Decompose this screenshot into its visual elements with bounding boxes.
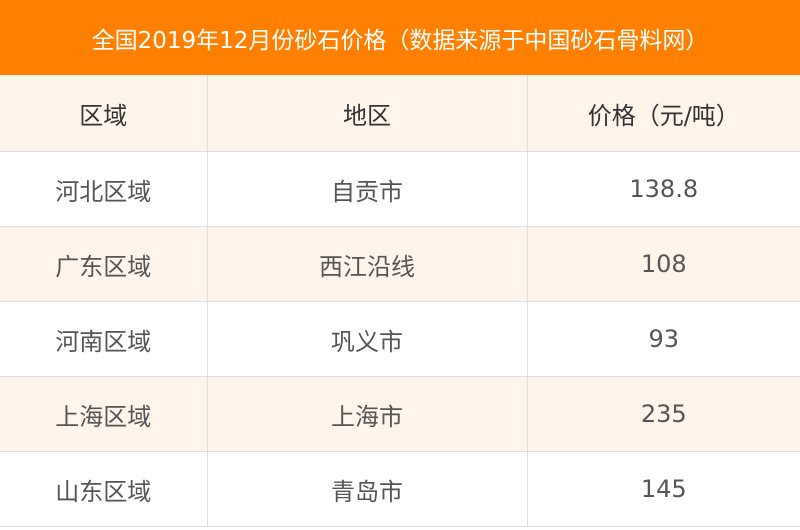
column-header-area: 地区 xyxy=(207,75,528,152)
area-cell: 西江沿线 xyxy=(207,226,528,302)
region-cell: 河北区域 xyxy=(0,151,208,227)
price-cell: 145 xyxy=(527,451,800,527)
column-header-price: 价格（元/吨） xyxy=(527,75,800,152)
area-cell: 巩义市 xyxy=(207,301,528,377)
price-cell: 93 xyxy=(527,301,800,377)
region-cell: 上海区域 xyxy=(0,376,208,452)
table-row: 山东区域 青岛市 145 xyxy=(0,451,800,527)
price-cell: 138.8 xyxy=(527,151,800,227)
table-row: 河南区域 巩义市 93 xyxy=(0,301,800,377)
table-header-row: 区域 地区 价格（元/吨） xyxy=(0,75,800,152)
table-row: 河北区域 自贡市 138.8 xyxy=(0,151,800,227)
region-cell: 广东区域 xyxy=(0,226,208,302)
area-cell: 自贡市 xyxy=(207,151,528,227)
price-cell: 108 xyxy=(527,226,800,302)
price-cell: 235 xyxy=(527,376,800,452)
area-cell: 上海市 xyxy=(207,376,528,452)
table-row: 广东区域 西江沿线 108 xyxy=(0,226,800,302)
region-cell: 河南区域 xyxy=(0,301,208,377)
price-table: 区域 地区 价格（元/吨） 河北区域 自贡市 138.8 广东区域 西江沿线 1… xyxy=(0,75,800,527)
column-header-region: 区域 xyxy=(0,75,208,152)
table-row: 上海区域 上海市 235 xyxy=(0,376,800,452)
area-cell: 青岛市 xyxy=(207,451,528,527)
page-title: 全国2019年12月份砂石价格（数据来源于中国砂石骨料网） xyxy=(0,0,800,75)
region-cell: 山东区域 xyxy=(0,451,208,527)
